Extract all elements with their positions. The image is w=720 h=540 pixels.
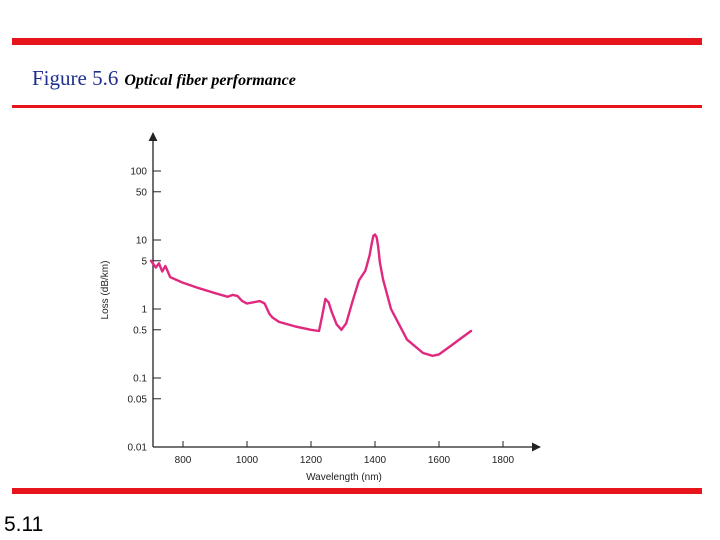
bottom-red-rule (12, 488, 702, 494)
top-red-rule (12, 38, 702, 45)
y-tick-label: 10 (136, 236, 148, 247)
page-number: 5.11 (4, 513, 44, 536)
x-tick-label: 800 (175, 455, 192, 466)
x-tick-label: 1000 (236, 455, 259, 466)
x-tick-label: 1200 (300, 455, 323, 466)
y-tick-label: 0.01 (128, 443, 148, 454)
y-tick-label: 100 (130, 167, 147, 178)
figure-title: Figure 5.6 Optical fiber performance (32, 66, 296, 91)
x-ticks: 800 1000 1200 1400 1600 1800 (175, 441, 515, 466)
y-tick-label: 50 (136, 187, 148, 198)
y-tick-label: 0.05 (128, 394, 148, 405)
x-tick-label: 1600 (428, 455, 451, 466)
x-tick-label: 1800 (492, 455, 515, 466)
y-tick-label: 0.1 (133, 374, 147, 385)
y-tick-label: 1 (141, 305, 147, 316)
figure-label: Figure 5.6 (32, 66, 119, 90)
x-axis-title: Wavelength (nm) (306, 472, 382, 483)
y-ticks: 100 50 10 5 1 0.5 0.1 0.05 0.01 (128, 167, 161, 454)
y-axis-title: Loss (dB/km) (100, 261, 111, 320)
y-tick-label: 0.5 (133, 325, 147, 336)
series-layer (149, 233, 473, 357)
x-tick-label: 1400 (364, 455, 387, 466)
figure-caption: Optical fiber performance (124, 72, 296, 89)
series-line-loss (149, 233, 473, 357)
title-underline-rule (12, 105, 702, 108)
y-tick-label: 5 (141, 256, 147, 267)
